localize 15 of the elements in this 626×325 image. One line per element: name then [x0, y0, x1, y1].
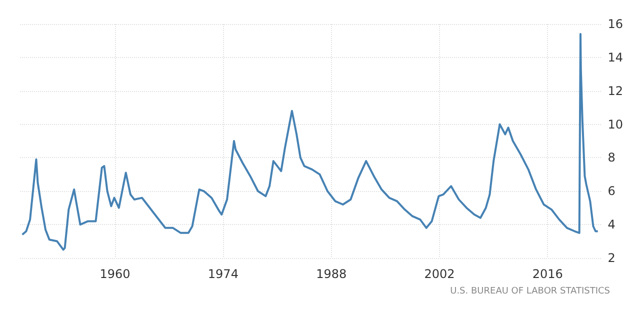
y-tick-label: 10	[608, 117, 624, 132]
y-tick-label: 8	[608, 150, 616, 165]
y-tick-label: 16	[608, 17, 624, 31]
text: U.S. BUREAU OF LABOR STATISTICS	[450, 286, 610, 296]
x-tick-label: 2002	[424, 267, 455, 281]
x-tick-label: 1988	[316, 267, 347, 281]
y-tick-label: 12	[608, 84, 624, 98]
x-tick-label: 2016	[532, 267, 563, 281]
x-tick-label: 1960	[100, 267, 130, 281]
x-tick-label: 1974	[208, 267, 238, 281]
y-tick-label: 6	[608, 184, 616, 198]
line-series	[21, 33, 599, 251]
y-tick-label: 14	[608, 50, 624, 64]
y-tick-label: 4	[608, 218, 616, 232]
y-tick-label: 2	[608, 251, 616, 265]
